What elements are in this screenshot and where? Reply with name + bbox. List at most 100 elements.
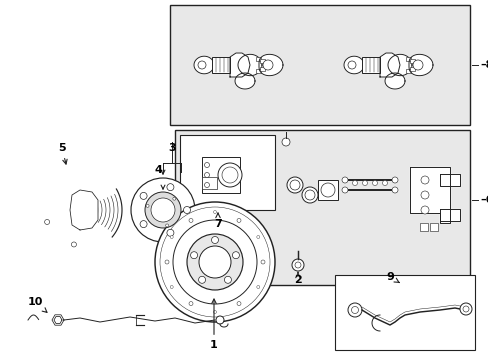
- Circle shape: [173, 220, 257, 304]
- Circle shape: [237, 219, 241, 222]
- Circle shape: [420, 206, 428, 214]
- Circle shape: [218, 163, 242, 187]
- Circle shape: [165, 224, 168, 227]
- Circle shape: [351, 306, 358, 314]
- Circle shape: [420, 176, 428, 184]
- Circle shape: [146, 204, 149, 207]
- Circle shape: [166, 184, 174, 191]
- Bar: [405, 69, 410, 73]
- Text: 2: 2: [293, 272, 301, 285]
- Circle shape: [131, 178, 195, 242]
- Bar: [334, 275, 474, 350]
- Circle shape: [459, 303, 471, 315]
- Polygon shape: [87, 189, 122, 237]
- Circle shape: [256, 285, 259, 288]
- Text: 9: 9: [385, 272, 399, 283]
- Circle shape: [305, 190, 314, 200]
- Circle shape: [302, 187, 317, 203]
- Circle shape: [140, 192, 147, 199]
- Circle shape: [341, 177, 347, 183]
- Circle shape: [286, 177, 303, 193]
- Circle shape: [204, 183, 209, 188]
- Circle shape: [216, 316, 224, 324]
- Circle shape: [198, 61, 205, 69]
- Circle shape: [420, 191, 428, 199]
- Bar: [202, 177, 217, 189]
- Circle shape: [170, 235, 173, 238]
- Circle shape: [155, 202, 274, 322]
- Circle shape: [189, 302, 193, 306]
- Circle shape: [412, 60, 422, 70]
- Bar: [429, 223, 437, 231]
- Circle shape: [372, 180, 377, 185]
- Bar: [409, 67, 414, 71]
- Circle shape: [382, 180, 386, 185]
- Polygon shape: [259, 54, 283, 76]
- Circle shape: [190, 252, 197, 259]
- Polygon shape: [229, 53, 249, 77]
- Circle shape: [172, 197, 176, 200]
- Polygon shape: [384, 73, 404, 89]
- Text: 3: 3: [168, 143, 176, 153]
- Circle shape: [232, 252, 239, 259]
- Circle shape: [263, 60, 272, 70]
- Circle shape: [352, 180, 357, 185]
- Circle shape: [186, 234, 243, 290]
- Circle shape: [213, 310, 216, 314]
- Circle shape: [160, 207, 269, 317]
- Polygon shape: [409, 167, 449, 223]
- Circle shape: [347, 61, 355, 69]
- Bar: [256, 69, 261, 73]
- Polygon shape: [387, 54, 411, 76]
- Circle shape: [256, 235, 259, 238]
- Text: 10: 10: [27, 297, 47, 312]
- Bar: [260, 67, 264, 71]
- Text: 7: 7: [214, 213, 222, 229]
- Bar: [170, 5, 469, 125]
- Circle shape: [145, 192, 181, 228]
- Circle shape: [291, 259, 304, 271]
- Text: –8: –8: [479, 60, 488, 70]
- Circle shape: [362, 180, 367, 185]
- Polygon shape: [408, 54, 432, 76]
- Circle shape: [140, 221, 147, 228]
- Circle shape: [391, 187, 397, 193]
- Circle shape: [204, 172, 209, 177]
- Bar: [202, 157, 240, 193]
- Bar: [419, 223, 427, 231]
- Bar: [405, 57, 410, 61]
- Text: 5: 5: [58, 143, 67, 164]
- Circle shape: [44, 220, 49, 225]
- Circle shape: [294, 262, 301, 268]
- Polygon shape: [343, 56, 363, 74]
- Bar: [409, 59, 414, 63]
- Circle shape: [151, 198, 175, 222]
- Circle shape: [189, 219, 193, 222]
- Circle shape: [222, 167, 238, 183]
- Circle shape: [282, 138, 289, 146]
- Circle shape: [211, 237, 218, 243]
- Polygon shape: [70, 190, 98, 230]
- Polygon shape: [238, 54, 262, 76]
- Polygon shape: [439, 209, 459, 221]
- Polygon shape: [235, 73, 254, 89]
- Circle shape: [341, 187, 347, 193]
- Circle shape: [224, 276, 231, 283]
- Circle shape: [204, 162, 209, 167]
- Circle shape: [237, 302, 241, 306]
- Circle shape: [289, 180, 299, 190]
- Circle shape: [198, 276, 205, 283]
- Circle shape: [320, 183, 334, 197]
- Polygon shape: [194, 56, 214, 74]
- Bar: [212, 57, 229, 73]
- Circle shape: [213, 211, 216, 213]
- Text: 1: 1: [210, 299, 218, 350]
- Circle shape: [166, 229, 174, 236]
- Bar: [175, 130, 469, 285]
- Bar: [256, 57, 261, 61]
- Bar: [361, 57, 379, 73]
- Bar: [180, 135, 274, 210]
- Circle shape: [261, 260, 264, 264]
- Circle shape: [199, 246, 230, 278]
- Circle shape: [170, 285, 173, 288]
